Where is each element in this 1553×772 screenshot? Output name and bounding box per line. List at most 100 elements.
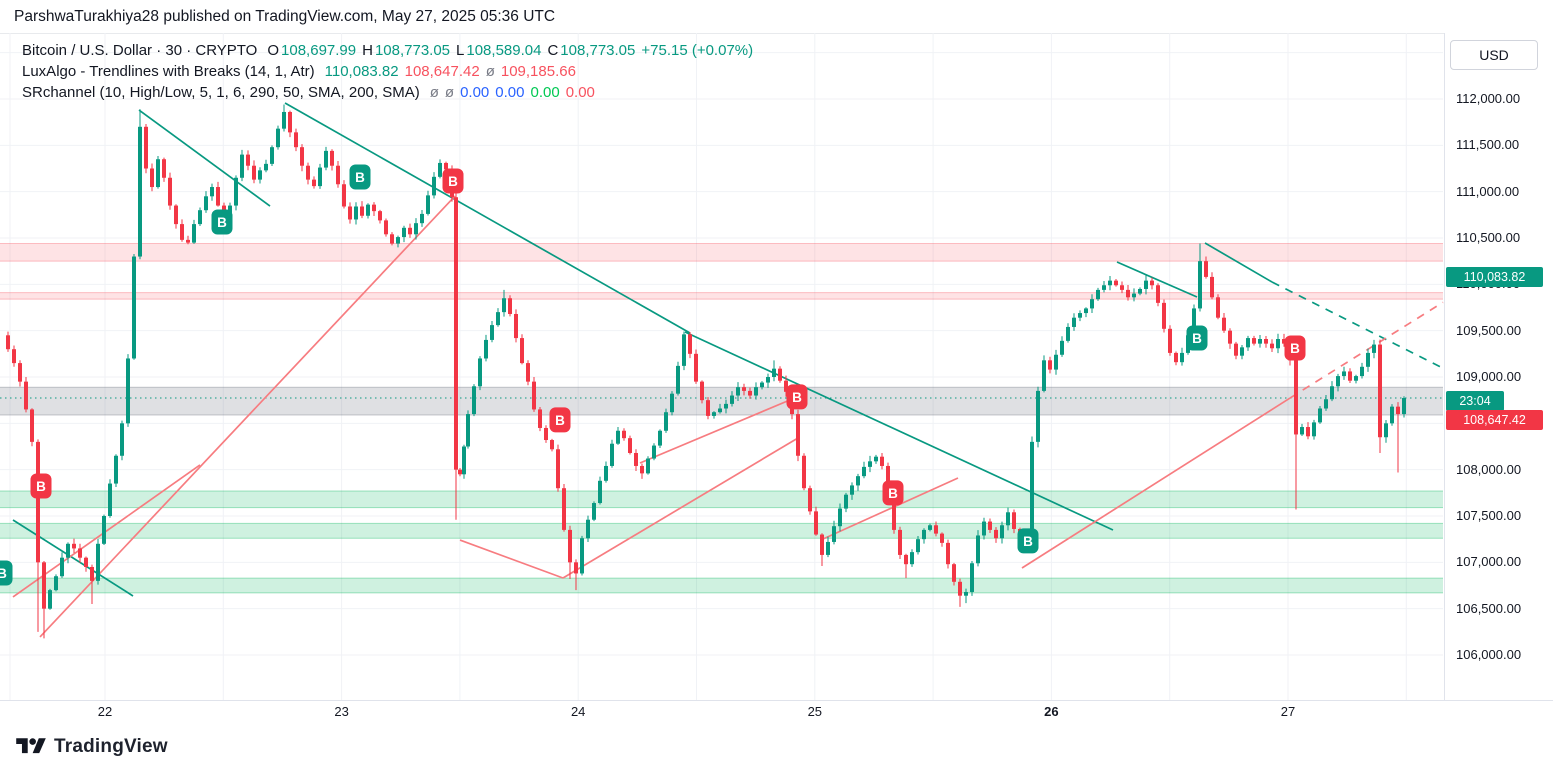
candle-body — [1402, 398, 1406, 415]
candle-body — [1252, 338, 1256, 344]
footer: TradingView — [0, 723, 1553, 772]
legend-symbol-row[interactable]: Bitcoin / U.S. Dollar · 30 · CRYPTO O 108,… — [22, 40, 753, 61]
candle-body — [712, 412, 716, 416]
candle-body — [1084, 308, 1088, 314]
trendline-teal — [284, 102, 691, 334]
candle-body — [1168, 328, 1172, 353]
candle-body — [1378, 344, 1382, 438]
candle-body — [886, 465, 890, 487]
candle-body — [312, 179, 316, 187]
hidden-value-icon: ø — [485, 63, 495, 80]
candle-body — [1192, 308, 1196, 336]
candle-body — [676, 365, 680, 394]
candle-body — [940, 533, 944, 543]
candle-body — [748, 390, 752, 396]
candle-body — [1000, 525, 1004, 539]
candle-body — [1240, 347, 1244, 356]
candle-body — [270, 147, 274, 164]
legend-indicator-row-luxalgo[interactable]: LuxAlgo - Trendlines with Breaks (14, 1,… — [22, 61, 753, 82]
candle-body — [1300, 427, 1304, 435]
break-label-badge — [1017, 528, 1039, 554]
candle-body — [1396, 406, 1400, 415]
candle-body — [520, 338, 524, 364]
candle-body — [168, 177, 172, 206]
candle-body — [760, 382, 764, 388]
candle-body — [1246, 338, 1250, 348]
time-axis-label: 26 — [1044, 704, 1059, 719]
candle-body — [994, 529, 998, 539]
candle-body — [1210, 276, 1214, 298]
candle-body — [414, 223, 418, 235]
trendline-red — [822, 477, 959, 540]
price-axis-badge: 110,083.82 — [1446, 266, 1543, 287]
candle-body — [904, 554, 908, 565]
indicator-title[interactable]: LuxAlgo - Trendlines with Breaks (14, 1,… — [22, 63, 315, 80]
candle-body — [766, 377, 770, 383]
candle-body — [288, 111, 292, 133]
trendline-teal — [1204, 242, 1273, 283]
candle-body — [826, 541, 830, 555]
price-axis[interactable]: USD 112,000.00 111,500.00 111,000.00 110,50… — [1444, 33, 1553, 700]
candle-body — [814, 511, 818, 535]
candle-body — [658, 430, 662, 446]
symbol-title[interactable]: Bitcoin / U.S. Dollar · 30 · CRYPTO — [22, 42, 258, 59]
candle-body — [18, 363, 22, 382]
trendline-red — [639, 396, 798, 464]
high-value: 108,773.05 — [374, 42, 451, 59]
candle-body — [48, 590, 52, 609]
candle-body — [1354, 376, 1358, 381]
trendline-red — [39, 195, 456, 638]
candle-body — [258, 170, 262, 180]
candle-body — [96, 543, 100, 581]
candle-body — [252, 165, 256, 180]
time-axis-label: 27 — [1280, 704, 1296, 719]
trendline-red — [459, 539, 564, 579]
candle-body — [502, 298, 506, 313]
candle-body — [1126, 289, 1130, 298]
candle-body — [556, 449, 560, 489]
candle-body — [616, 430, 620, 444]
candle-body — [754, 387, 758, 396]
time-axis-label: 24 — [570, 704, 586, 719]
candle-body — [928, 525, 932, 530]
candle-body — [802, 455, 806, 489]
candle-body — [30, 409, 34, 442]
candle-body — [1012, 512, 1016, 529]
candle-body — [1222, 317, 1226, 331]
time-axis[interactable]: 22 23 24 25 26 27 — [0, 700, 1553, 725]
indicator-title[interactable]: SRchannel (10, High/Low, 5, 1, 6, 290, 5… — [22, 84, 420, 101]
candle-body — [1342, 371, 1346, 377]
candle-body — [772, 368, 776, 377]
trendline-teal — [684, 331, 1114, 531]
candle-body — [874, 456, 878, 462]
candle-body — [922, 529, 926, 540]
price-axis-label: 106,500.00 — [1456, 600, 1522, 616]
candle-body — [1318, 408, 1322, 423]
candle-body — [366, 204, 370, 216]
candle-body — [420, 213, 424, 224]
legend-indicator-row-srchannel[interactable]: SRchannel (10, High/Low, 5, 1, 6, 290, 5… — [22, 82, 753, 103]
price-chart[interactable]: B B B B B B B B B B B — [0, 0, 1444, 772]
candle-body — [1306, 427, 1310, 437]
time-axis-label: 22 — [97, 704, 113, 719]
candle-body — [514, 313, 518, 339]
break-label-text: B — [888, 486, 898, 501]
candle-body — [72, 543, 76, 549]
price-axis-label: 106,000.00 — [1456, 647, 1522, 662]
indicator-value: 0.00 — [460, 84, 490, 101]
candle-body — [820, 534, 824, 555]
break-label-badge — [786, 384, 808, 410]
candle-body — [1282, 339, 1286, 344]
candle-body — [90, 566, 94, 581]
tradingview-logo[interactable]: TradingView — [16, 735, 168, 758]
candle-body — [736, 387, 740, 396]
candle-body — [526, 363, 530, 382]
candle-body — [1138, 288, 1142, 294]
indicator-value: 109,185.66 — [500, 63, 576, 80]
candle-body — [982, 521, 986, 536]
break-label-badge — [549, 407, 571, 433]
published-line: ParshwaTurakhiya28 published on TradingV… — [14, 8, 556, 25]
usd-button[interactable]: USD — [1450, 40, 1538, 70]
chart-pane[interactable]: B B B B B B B B B B B Bitcoin / U.S. Dollar · 30 ·… — [0, 33, 1553, 725]
candle-body — [78, 548, 82, 558]
